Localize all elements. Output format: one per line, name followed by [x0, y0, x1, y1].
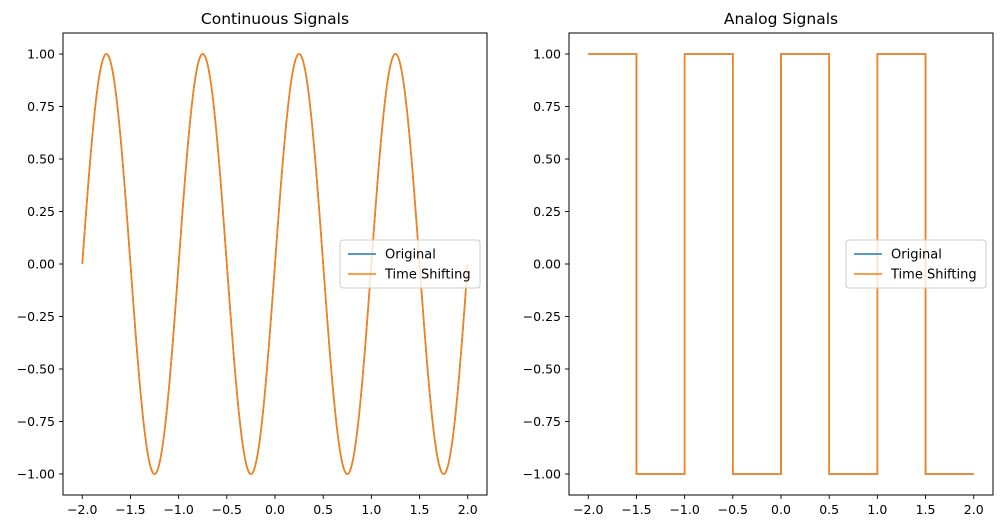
y-tick-label: −0.50 — [17, 362, 55, 377]
x-tick-label: 1.0 — [361, 502, 381, 517]
y-tick-label: −0.25 — [523, 309, 561, 324]
legend-box — [845, 239, 987, 289]
y-tick-label: 0.75 — [533, 99, 561, 114]
x-tick-label: 0.0 — [265, 502, 285, 517]
x-tick-label: 2.0 — [458, 502, 478, 517]
x-tick-label: −2.0 — [573, 502, 603, 517]
y-tick-label: 0.25 — [27, 204, 55, 219]
x-tick-label: −0.5 — [212, 502, 242, 517]
y-tick-label: 0.25 — [533, 204, 561, 219]
x-tick-label: 0.5 — [313, 502, 333, 517]
x-tick-label: 1.5 — [916, 502, 936, 517]
legend: Original Time Shifting — [339, 239, 481, 289]
x-tick-label: 0.5 — [819, 502, 839, 517]
legend-label-2: Time Shifting — [384, 268, 471, 283]
series-line-2 — [588, 53, 974, 475]
y-tick-label: −1.00 — [523, 467, 561, 482]
x-tick-label: 1.5 — [410, 502, 430, 517]
x-tick-label: −0.5 — [718, 502, 748, 517]
y-tick-label: 1.00 — [27, 47, 55, 62]
y-tick-label: 0.50 — [27, 152, 55, 167]
y-tick-label: 0.75 — [27, 99, 55, 114]
y-tick-label: 1.00 — [533, 47, 561, 62]
y-tick-label: −0.50 — [523, 362, 561, 377]
x-tick-label: −1.0 — [669, 502, 699, 517]
legend-box — [339, 239, 481, 289]
series-line-2 — [81, 53, 469, 475]
legend: Original Time Shifting — [845, 239, 987, 289]
x-tick-label: 1.0 — [867, 502, 887, 517]
legend-label-1: Original — [891, 248, 942, 263]
y-tick-label: 0.00 — [27, 257, 55, 272]
chart-title: Continuous Signals — [201, 10, 349, 28]
x-tick-label: −1.0 — [163, 502, 193, 517]
y-tick-label: −0.75 — [17, 414, 55, 429]
x-tick-label: 0.0 — [771, 502, 791, 517]
y-tick-label: −0.25 — [17, 309, 55, 324]
y-tick-label: 0.50 — [533, 152, 561, 167]
x-tick-label: −1.5 — [115, 502, 145, 517]
chart-title: Analog Signals — [724, 10, 838, 28]
y-tick-label: −1.00 — [17, 467, 55, 482]
legend-label-2: Time Shifting — [890, 268, 977, 283]
chart-panel-1: Continuous Signals −2.0 −1.5 −1.0 −0.5 0.0 0.5… — [17, 10, 488, 517]
chart-panel-2: Analog Signals −2.0 −1.5 −1.0 −0.5 0.0 0.5 1.0 1… — [523, 10, 994, 517]
y-tick-label: 0.00 — [533, 257, 561, 272]
x-tick-label: 2.0 — [964, 502, 984, 517]
y-tick-label: −0.75 — [523, 414, 561, 429]
x-tick-label: −2.0 — [67, 502, 97, 517]
x-tick-label: −1.5 — [621, 502, 651, 517]
legend-label-1: Original — [385, 248, 436, 263]
